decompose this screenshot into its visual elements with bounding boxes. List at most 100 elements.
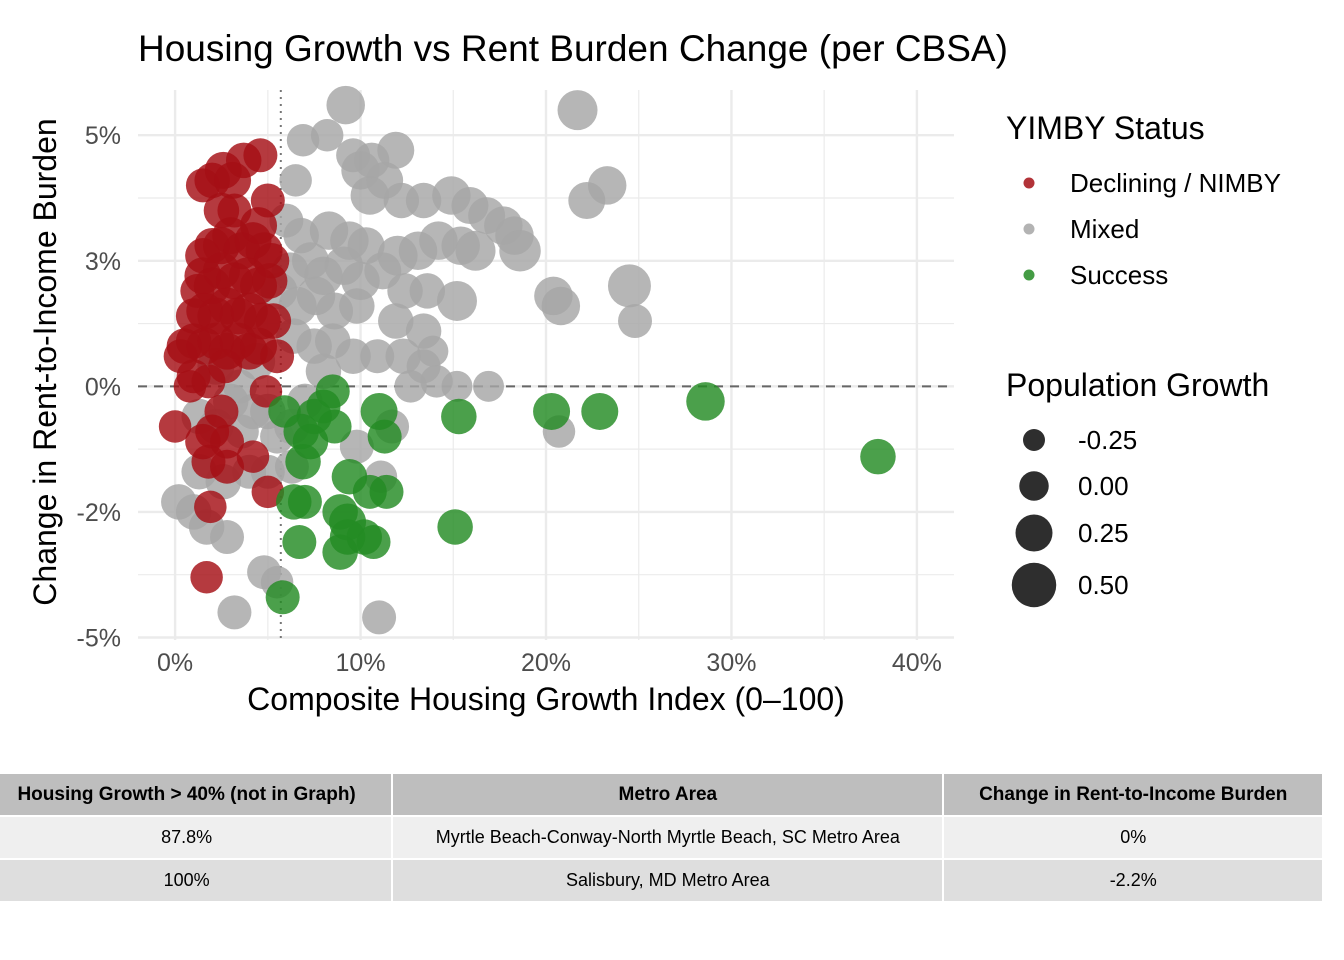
data-point [287,484,322,519]
data-point [339,288,375,324]
x-tick-label: 20% [521,649,571,677]
size-legend-label: 0.50 [1078,570,1129,600]
table-cell: 0% [942,815,1324,860]
data-point [473,370,505,402]
data-point [339,429,374,464]
legend-key [1023,177,1035,189]
size-legend-label: 0.25 [1078,518,1129,548]
data-point [279,164,312,197]
series-declining-nimby [158,138,295,594]
scatter-chart: Housing Growth vs Rent Burden Change (pe… [27,28,1281,717]
data-point [441,398,477,435]
data-point [329,519,366,555]
table-row: 87.8% Myrtle Beach-Conway-North Myrtle B… [0,815,1324,860]
data-point [533,392,571,430]
data-point [180,273,215,308]
data-point [378,303,414,339]
table-cell: -2.2% [942,858,1324,903]
data-point [282,525,317,560]
data-point [437,509,473,545]
y-axis-label: Change in Rent-to-Income Burden [27,118,63,605]
data-point [441,370,473,402]
legend-label: Success [1070,260,1168,290]
legend-label: Mixed [1070,214,1139,244]
data-point [285,443,321,480]
data-point [436,280,477,321]
data-point [236,440,270,473]
legend-key [1023,269,1035,281]
x-axis-tick-labels: 0% 10% 20% 30% 40% [157,649,942,677]
data-point [581,392,619,430]
legend-label: Declining / NIMBY [1070,168,1281,198]
color-legend: YIMBY Status Declining / NIMBY Mixed Succe… [1006,110,1281,290]
data-point [251,475,285,509]
data-point [217,595,252,630]
data-point [369,474,404,509]
y-axis-tick-labels: -5% -2% 0% 3% 5% [77,122,121,652]
data-point [409,273,446,309]
table-header: Metro Area [391,772,945,817]
data-point [360,339,395,374]
table-cell: Salisbury, MD Metro Area [391,858,945,903]
data-point [268,395,301,428]
data-point [417,335,449,367]
data-point [541,286,581,326]
size-legend-key [1011,562,1057,608]
y-tick-label: 5% [85,122,121,150]
data-point [158,410,192,443]
data-point [317,409,352,444]
data-point [286,123,320,157]
data-point [860,438,896,475]
table-header: Housing Growth > 40% (not in Graph) [0,772,394,817]
size-legend-label: 0.00 [1078,471,1129,501]
data-point [251,263,288,299]
size-legend-key [1023,429,1045,451]
data-point [499,229,541,272]
x-tick-label: 30% [706,649,756,677]
y-tick-label: 3% [85,248,121,276]
data-point [557,90,598,131]
x-tick-label: 0% [157,649,193,677]
size-legend-label: -0.25 [1078,425,1137,455]
data-point [607,264,651,308]
y-tick-label: -5% [77,624,121,652]
legend-key [1023,223,1035,235]
data-point [265,580,300,615]
table-cell: 100% [0,858,394,903]
data-point [455,230,496,271]
table-row: 100% Salisbury, MD Metro Area -2.2% [0,858,1324,903]
data-point [405,182,442,219]
x-axis-label: Composite Housing Growth Index (0–100) [247,681,845,717]
data-point [190,560,223,594]
data-point [173,370,207,403]
data-point [618,304,653,339]
data-point [217,193,252,228]
y-tick-label: -2% [77,499,121,527]
data-point [194,490,227,524]
table-cell: 87.8% [0,815,394,860]
data-point [260,339,295,374]
table-cell: Myrtle Beach-Conway-North Myrtle Beach, … [391,815,945,860]
data-point [208,349,243,384]
data-point [335,338,371,374]
series-success [265,374,896,615]
data-point [377,131,415,169]
data-point [310,118,344,152]
data-point [214,161,252,199]
size-legend: Population Growth -0.25 0.00 0.25 0.50 [1006,367,1269,608]
chart-title: Housing Growth vs Rent Burden Change (pe… [138,28,1008,69]
x-tick-label: 40% [892,649,942,677]
table-header-row: Housing Growth > 40% (not in Graph) Metr… [0,772,1324,817]
data-point [686,382,725,421]
x-tick-label: 10% [336,649,386,677]
table-header: Change in Rent-to-Income Burden [942,772,1324,817]
outlier-table: Housing Growth > 40% (not in Graph) Metr… [0,772,1324,903]
data-point [210,449,245,484]
y-tick-label: 0% [85,373,121,401]
data-point [394,370,427,403]
size-legend-key [1015,514,1053,552]
size-legend-key [1019,471,1049,501]
data-point [243,138,278,173]
data-point [210,520,245,555]
data-point [367,419,402,454]
